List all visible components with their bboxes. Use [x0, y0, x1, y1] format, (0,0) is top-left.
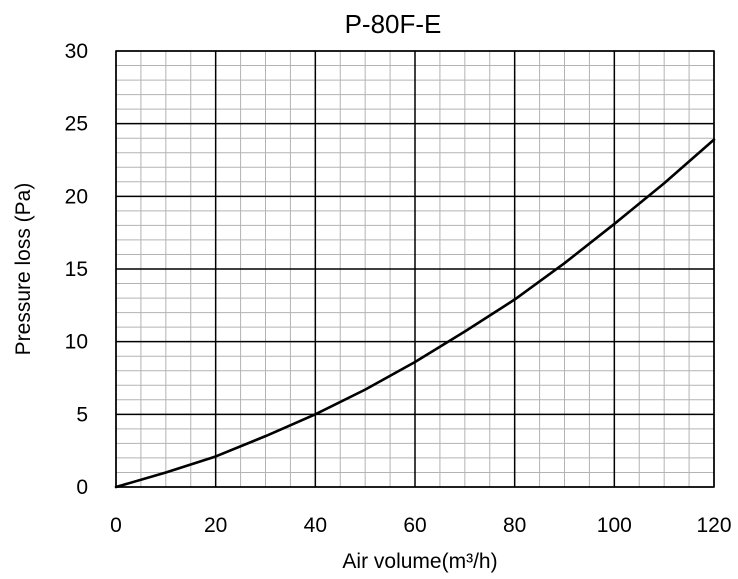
- y-tick-label: 10: [65, 331, 88, 354]
- x-tick-label: 80: [503, 514, 526, 537]
- y-tick-label: 25: [65, 113, 88, 136]
- y-tick-label: 15: [65, 258, 88, 281]
- x-tick-label: 0: [110, 514, 122, 537]
- plot-frame: [115, 50, 715, 488]
- series-line: [114, 138, 716, 489]
- major-grid: [115, 50, 715, 488]
- y-tick-label: 30: [65, 40, 88, 63]
- x-axis-label: Air volume(m³/h): [342, 550, 497, 573]
- y-tick-label: 0: [76, 476, 88, 499]
- y-tick-label: 5: [76, 403, 88, 426]
- y-axis-label: Pressure loss (Pa): [12, 183, 35, 356]
- y-tick-label: 20: [65, 185, 88, 208]
- series-group: [114, 138, 716, 489]
- x-tick-label: 100: [597, 514, 632, 537]
- x-tick-label: 40: [304, 514, 327, 537]
- y-tick-labels: 0 5 10 15 20 25 30: [65, 40, 88, 499]
- x-tick-label: 60: [403, 514, 426, 537]
- chart-title: P-80F-E: [345, 9, 442, 39]
- x-tick-label: 20: [204, 514, 227, 537]
- x-tick-label: 120: [696, 514, 731, 537]
- x-tick-labels: 0 20 40 60 80 100 120: [110, 514, 731, 537]
